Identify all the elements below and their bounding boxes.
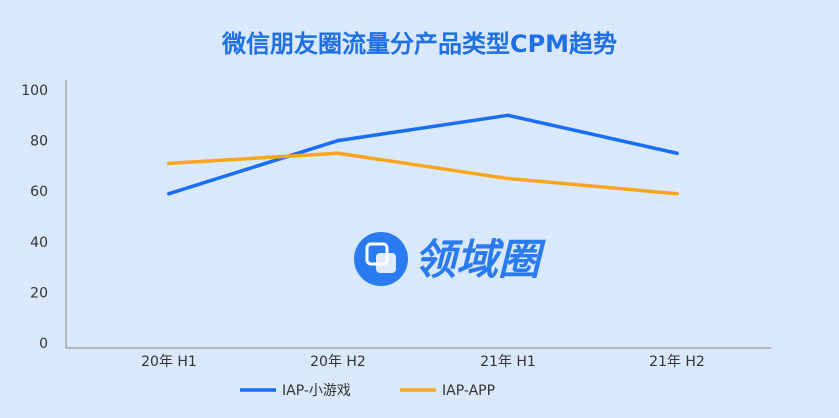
y-tick-label: 60 (30, 184, 48, 200)
legend-label: IAP-小游戏 (282, 383, 351, 399)
data-point (675, 191, 679, 196)
x-tick-labels: 20年 H1 20年 H2 21年 H1 21年 H2 (141, 354, 705, 370)
chart-title: 微信朋友圈流量分产品类型CPM趋势 (221, 30, 617, 58)
series-lines (167, 113, 679, 196)
y-tick-labels: 0 20 40 60 80 100 (21, 83, 48, 352)
data-point (506, 176, 510, 181)
series-line (167, 113, 679, 196)
data-point (167, 161, 171, 166)
data-point (675, 151, 679, 156)
y-tick-label: 40 (30, 235, 48, 251)
y-tick-label: 0 (39, 336, 48, 352)
overlapping-squares-logo-icon (354, 232, 408, 286)
legend-label: IAP-APP (442, 383, 495, 399)
data-point (336, 138, 340, 143)
data-point (336, 151, 340, 156)
x-tick-label: 21年 H1 (480, 354, 536, 370)
y-tick-label: 100 (21, 83, 48, 99)
watermark: 领域圈 (354, 232, 546, 286)
legend: IAP-小游戏 IAP-APP (240, 383, 495, 399)
series-line (167, 151, 679, 196)
watermark-text: 领域圈 (414, 235, 546, 284)
data-point (506, 113, 510, 118)
x-tick-label: 21年 H2 (649, 354, 705, 370)
x-tick-label: 20年 H1 (141, 354, 197, 370)
y-tick-label: 80 (30, 134, 48, 150)
x-tick-label: 20年 H2 (310, 354, 366, 370)
data-point (167, 191, 171, 196)
y-tick-label: 20 (30, 285, 48, 301)
